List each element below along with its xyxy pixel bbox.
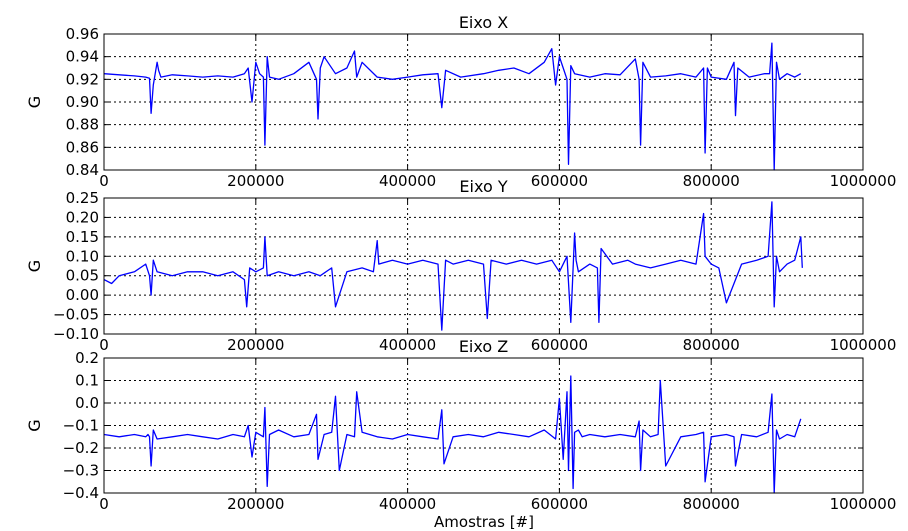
y-tick-label: 0.84 xyxy=(66,161,99,179)
y-tick-label: 0.2 xyxy=(75,349,99,367)
y-tick-label: −0.3 xyxy=(63,462,99,480)
x-tick-label: 1000000 xyxy=(830,172,897,190)
y-tick-label: 0.05 xyxy=(66,267,99,285)
y-axis-label: G xyxy=(25,260,44,272)
x-tick-label: 1000000 xyxy=(830,495,897,513)
x-tick-label: 0 xyxy=(99,495,109,513)
x-tick-label: 600000 xyxy=(531,172,588,190)
y-tick-label: −0.2 xyxy=(63,439,99,457)
y-tick-label: 0.20 xyxy=(66,208,99,226)
subplots: 0 200000 400000 600000 800000 1000000 0.84 0.86… xyxy=(25,13,896,513)
y-tick-label: 0.88 xyxy=(66,116,99,134)
subplot-2: 0 200000 400000 600000 800000 1000000 −0.10−0.… xyxy=(25,177,896,354)
subplot-1: 0 200000 400000 600000 800000 1000000 0.84 0.86… xyxy=(25,13,896,190)
y-tick-label: 0.90 xyxy=(66,93,99,111)
y-tick-label: 0.0 xyxy=(75,394,99,412)
y-axis-label: G xyxy=(25,419,44,431)
y-tick-label: 0.10 xyxy=(66,247,99,265)
x-tick-label: 800000 xyxy=(683,172,740,190)
y-tick-label: −0.4 xyxy=(63,484,99,502)
subplot-title: Eixo Z xyxy=(459,337,508,356)
y-tick-label: 0.86 xyxy=(66,138,99,156)
y-tick-label: −0.05 xyxy=(53,306,99,324)
x-tick-label: 1000000 xyxy=(830,336,897,354)
y-tick-label: 0.15 xyxy=(66,228,99,246)
x-tick-label: 400000 xyxy=(379,172,436,190)
y-tick-label: 0.25 xyxy=(66,189,99,207)
subplot-title: Eixo Y xyxy=(459,177,507,196)
series-line-1 xyxy=(103,42,802,171)
y-tick-label: −0.10 xyxy=(53,325,99,343)
x-tick-label: 800000 xyxy=(683,495,740,513)
x-tick-label: 600000 xyxy=(531,495,588,513)
y-tick-label: −0.1 xyxy=(63,417,99,435)
y-tick-label: 0.94 xyxy=(66,48,99,66)
axes-frame xyxy=(103,197,864,335)
x-tick-label: 200000 xyxy=(227,172,284,190)
x-tick-label: 800000 xyxy=(683,336,740,354)
x-tick-label: 400000 xyxy=(379,495,436,513)
y-tick-label: 0.92 xyxy=(66,70,99,88)
y-tick-label: 0.1 xyxy=(75,372,99,390)
series-line-1 xyxy=(103,375,802,494)
y-tick-label: 0.00 xyxy=(66,286,99,304)
series-line-1 xyxy=(103,201,803,331)
x-axis-label: Amostras [#] xyxy=(434,513,534,531)
x-tick-label: 0 xyxy=(99,336,109,354)
subplot-3: 0 200000 400000 600000 800000 1000000 −0.4 −0.3… xyxy=(25,337,896,513)
x-tick-label: 400000 xyxy=(379,336,436,354)
x-tick-label: 600000 xyxy=(531,336,588,354)
x-tick-label: 200000 xyxy=(227,336,284,354)
x-tick-label: 200000 xyxy=(227,495,284,513)
x-tick-label: 0 xyxy=(99,172,109,190)
y-axis-label: G xyxy=(25,96,44,108)
y-tick-label: 0.96 xyxy=(66,25,99,43)
subplot-title: Eixo X xyxy=(459,13,508,32)
